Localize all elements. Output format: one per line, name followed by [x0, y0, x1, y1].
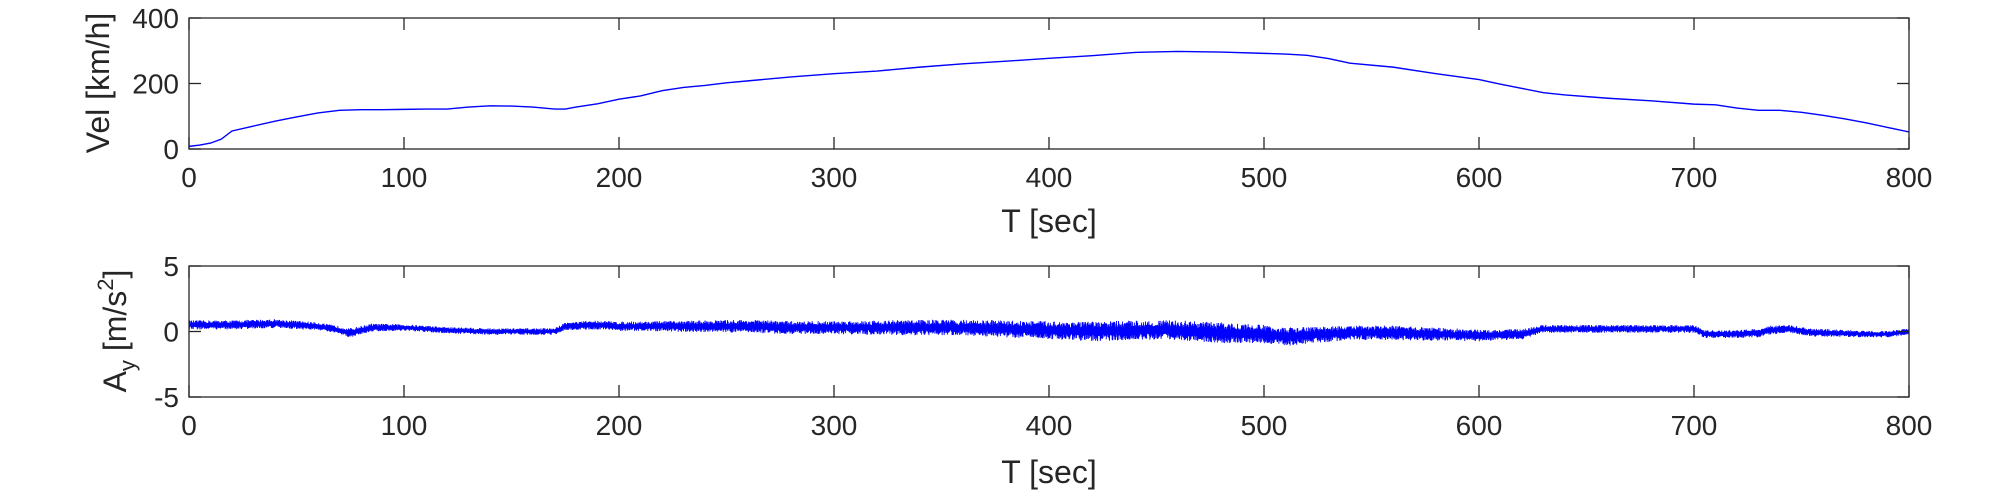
acceleration-axes-box [188, 265, 1910, 398]
x-tick-label: 800 [1886, 162, 1933, 193]
acceleration-y-axis-label: Ay [m/s2] [93, 270, 140, 393]
acceleration-x-axis-label: T [sec] [1001, 454, 1096, 490]
x-tick-label: 600 [1456, 410, 1503, 441]
velocity-series-line [188, 50, 1910, 148]
acceleration-y-label-sup: 2 [93, 278, 118, 290]
x-tick-label: 700 [1671, 410, 1718, 441]
y-tick-label: 0 [163, 134, 179, 165]
x-tick-label: 800 [1886, 410, 1933, 441]
x-tick-label: 300 [811, 162, 858, 193]
x-tick-label: 500 [1241, 162, 1288, 193]
y-tick-label: -5 [154, 382, 179, 413]
acceleration-y-label-close: ] [97, 270, 133, 279]
acceleration-subplot: 0 100 200 300 400 500 600 700 800 -505 T [sec] A… [93, 251, 1932, 490]
acceleration-y-tick-labels: -5 0 5 [154, 251, 179, 413]
x-tick-label: 400 [1026, 162, 1073, 193]
acceleration-y-label-sub: y [115, 360, 140, 371]
y-tick-label: 400 [132, 3, 179, 34]
x-tick-label: 100 [381, 410, 428, 441]
x-tick-label: 700 [1671, 162, 1718, 193]
velocity-x-tick-labels: 0 100 200 300 400 500 600 700 800 [181, 162, 1932, 193]
x-tick-label: 0 [181, 162, 197, 193]
x-tick-label: 400 [1026, 410, 1073, 441]
velocity-subplot: 0 100 200 300 400 500 600 700 800 0 200 400 T [sec… [80, 3, 1932, 239]
acceleration-y-label-main: A [97, 370, 133, 392]
x-tick-label: 300 [811, 410, 858, 441]
acceleration-x-tick-labels: 0 100 200 300 400 500 600 700 800 [181, 410, 1932, 441]
acceleration-y-label-units: [m/s [97, 291, 133, 360]
x-tick-label: 200 [596, 410, 643, 441]
velocity-y-tick-labels: 0 200 400 [132, 3, 179, 165]
y-tick-label: 200 [132, 69, 179, 100]
y-tick-label: 0 [163, 317, 179, 348]
acceleration-series-line [188, 319, 1910, 346]
velocity-axes-box [188, 17, 1910, 150]
velocity-y-axis-label: Vel [km/h] [80, 13, 116, 154]
x-tick-label: 500 [1241, 410, 1288, 441]
x-tick-label: 0 [181, 410, 197, 441]
x-tick-label: 100 [381, 162, 428, 193]
x-tick-label: 600 [1456, 162, 1503, 193]
velocity-x-axis-label: T [sec] [1001, 203, 1096, 239]
velocity-plot-area [189, 18, 1909, 149]
x-tick-label: 200 [596, 162, 643, 193]
y-tick-label: 5 [163, 251, 179, 282]
